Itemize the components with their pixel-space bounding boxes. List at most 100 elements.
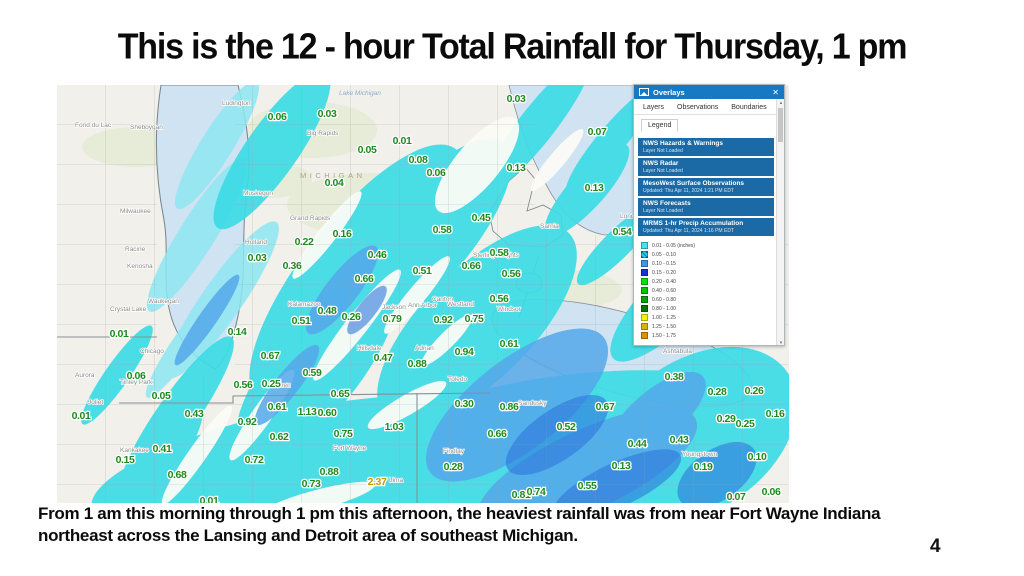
layer-row[interactable]: NWS Radar Layer Not Loaded (638, 158, 774, 176)
legend-row: 1.00 - 1.25 (641, 313, 774, 322)
rainfall-value: 0.66 (355, 273, 374, 285)
rainfall-value: 0.06 (427, 167, 446, 179)
rainfall-value: 0.25 (736, 418, 755, 430)
rainfall-value: 0.43 (185, 408, 204, 420)
rainfall-value: 0.54 (613, 226, 632, 238)
rainfall-value: 0.13 (507, 162, 526, 174)
rainfall-value: 0.08 (409, 154, 428, 166)
city-label: Goshen (268, 382, 291, 389)
city-label: Hillsdale (357, 345, 382, 352)
city-label: Grand Rapids (290, 215, 331, 222)
weather-map[interactable]: Ludington Sheboygan Fond du Lac Big Rapids M… (57, 57, 797, 551)
city-label: Canton (432, 296, 453, 303)
rainfall-value: 0.75 (334, 428, 353, 440)
legend-label: 0.10 - 0.15 (652, 260, 676, 267)
layer-row[interactable]: MRMS 1-hr Precip Accumulation Updated: Th… (638, 218, 774, 236)
rainfall-value: 0.51 (413, 265, 432, 277)
rainfall-value: 0.01 (72, 410, 91, 422)
rainfall-value: 0.43 (670, 434, 689, 446)
city-label: Big Rapids (307, 130, 339, 137)
city-label: London (620, 213, 642, 220)
legend-swatch (641, 323, 648, 330)
rainfall-value: 0.56 (234, 379, 253, 391)
legend-label: 1.50 - 1.75 (652, 332, 676, 339)
rainfall-value: 0.79 (383, 313, 402, 325)
image-icon (639, 88, 649, 96)
panel-tabs: Layers Observations Boundaries (634, 99, 784, 115)
rainfall-value: 0.67 (596, 401, 615, 413)
legend-swatch (641, 332, 648, 339)
layer-row[interactable]: NWS Hazards & Warnings Layer Not Loaded (638, 138, 774, 156)
rainfall-value: 0.25 (262, 378, 281, 390)
legend-label: 0.15 - 0.20 (652, 269, 676, 276)
rainfall-value: 0.16 (333, 228, 352, 240)
rainfall-value: 0.38 (665, 371, 684, 383)
legend-label: 1.00 - 1.25 (652, 314, 676, 321)
rainfall-value: 0.06 (268, 111, 287, 123)
rainfall-value: 0.67 (261, 350, 280, 362)
rainfall-value: 0.86 (500, 401, 519, 413)
rainfall-value: 0.05 (152, 390, 171, 402)
rainfall-value: 0.04 (325, 177, 344, 189)
legend-label: 1.25 - 1.50 (652, 323, 676, 330)
rainfall-value: 0.56 (502, 268, 521, 280)
rainfall-value: 0.68 (168, 469, 187, 481)
city-label: Ann Arbor (408, 302, 438, 309)
layer-row[interactable]: NWS Forecasts Layer Not Loaded (638, 198, 774, 216)
rainfall-value: 0.65 (331, 388, 350, 400)
rainfall-value: 0.06 (127, 370, 146, 382)
rainfall-value: 0.30 (455, 398, 474, 410)
panel-scrollbar[interactable]: ▴ ▾ (776, 99, 784, 346)
legend-row: 0.15 - 0.20 (641, 268, 774, 277)
legend-row: 0.80 - 1.00 (641, 304, 774, 313)
rainfall-value: 0.41 (153, 443, 172, 455)
rainfall-value: 0.10 (748, 451, 767, 463)
scroll-down-icon[interactable]: ▾ (779, 340, 783, 346)
city-label: Sterling Heights (473, 252, 520, 259)
legend-row: 0.40 - 0.60 (641, 286, 774, 295)
scroll-up-icon[interactable]: ▴ (779, 100, 783, 106)
tab-layers[interactable]: Layers (643, 104, 665, 111)
tab-legend[interactable]: Legend (641, 119, 679, 132)
rainfall-value: 0.28 (708, 386, 727, 398)
city-label: Youngstown (682, 451, 718, 458)
rainfall-value: 0.92 (238, 416, 257, 428)
city-label: Chicago (140, 348, 164, 355)
rainfall-value: 0.74 (527, 486, 546, 498)
city-label: Sandusky (518, 400, 547, 407)
city-label: Tinley Park (120, 379, 153, 386)
legend-label: 0.20 - 0.40 (652, 278, 676, 285)
city-labels: Ludington Sheboygan Fond du Lac Big Rapids M… (74, 99, 718, 484)
legend-row: 0.60 - 0.80 (641, 295, 774, 304)
rainfall-value: 0.59 (303, 367, 322, 379)
rainfall-value: 0.06 (762, 486, 781, 498)
tab-boundaries[interactable]: Boundaries (731, 104, 767, 111)
city-label: Adrian (415, 345, 434, 352)
rainfall-value: 0.58 (433, 224, 452, 236)
legend-swatch (641, 278, 648, 285)
city-label: Waukegan (148, 298, 179, 305)
rainfall-value: 0.94 (455, 346, 474, 358)
city-label: Jackson (382, 304, 406, 311)
legend-swatch (641, 251, 648, 258)
overlays-panel-header[interactable]: Overlays ✕ (634, 85, 784, 99)
lake-label: Lake Michigan (339, 90, 381, 97)
rainfall-value: 0.66 (488, 428, 507, 440)
overlays-panel[interactable]: Overlays ✕ Layers Observations Boundaries … (633, 84, 785, 346)
rainfall-value: 0.47 (374, 352, 393, 364)
rainfall-value: 0.01 (393, 135, 412, 147)
panel-layers: NWS Hazards & Warnings Layer Not Loaded NW… (638, 138, 774, 236)
scrollbar-thumb[interactable] (778, 108, 783, 142)
legend-row: 1.50 - 1.75 (641, 331, 774, 340)
rainfall-value: 0.58 (490, 247, 509, 259)
rainfall-value: 0.07 (588, 126, 607, 138)
layer-row[interactable]: MesoWest Surface Observations Updated: Th… (638, 178, 774, 196)
state-label: MICHIGAN (300, 171, 366, 180)
tab-observations[interactable]: Observations (677, 104, 719, 111)
city-label: Windsor (497, 306, 522, 313)
city-label: Ludington (222, 100, 251, 107)
close-icon[interactable]: ✕ (772, 87, 779, 97)
city-label: Holland (245, 239, 267, 246)
city-label: Findlay (443, 448, 465, 455)
rainfall-value: 0.88 (408, 358, 427, 370)
